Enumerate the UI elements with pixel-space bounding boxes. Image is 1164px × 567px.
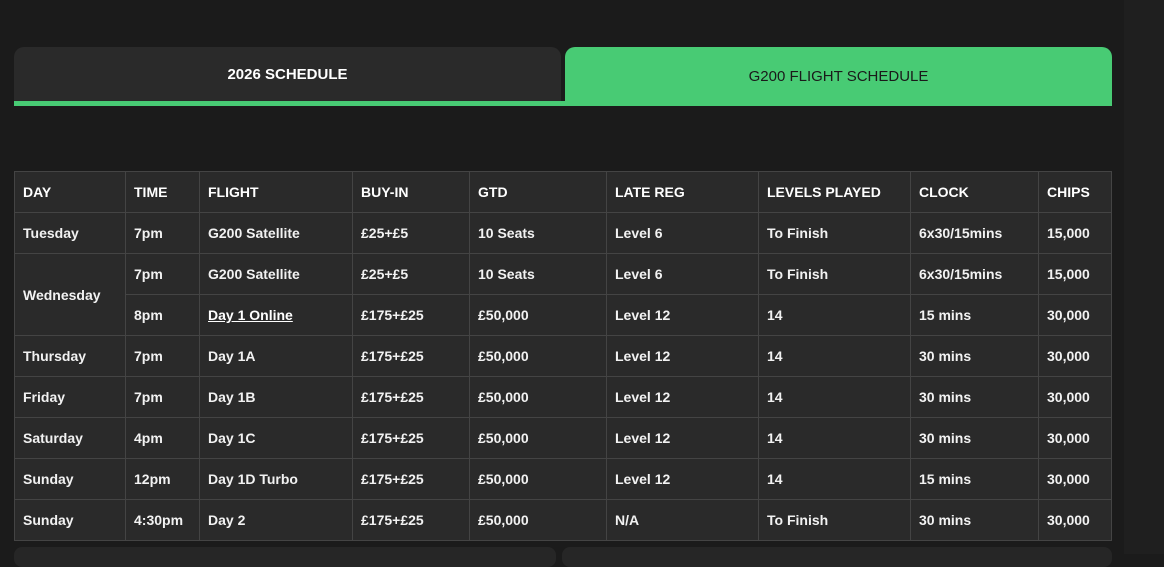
cell-gtd: 10 Seats <box>469 253 607 295</box>
cell-time: 7pm <box>125 253 200 295</box>
cell-flight: G200 Satellite <box>199 212 353 254</box>
cell-time: 7pm <box>125 376 200 418</box>
cell-buy-in: £175+£25 <box>352 376 470 418</box>
cell-time: 4:30pm <box>125 499 200 541</box>
bottom-card-left <box>14 547 556 567</box>
cell-flight: Day 1A <box>199 335 353 377</box>
cell-clock: 6x30/15mins <box>910 212 1039 254</box>
column-header: LEVELS PLAYED <box>758 171 911 213</box>
cell-chips: 30,000 <box>1038 294 1112 336</box>
cell-late-reg: Level 12 <box>606 417 759 459</box>
cell-time: 7pm <box>125 335 200 377</box>
cell-late-reg: N/A <box>606 499 759 541</box>
cell-levels-played: To Finish <box>758 499 911 541</box>
cell-gtd: £50,000 <box>469 458 607 500</box>
table-row: 8pm Day 1 Online £175+£25 £50,000 Level 12 14… <box>15 294 1112 336</box>
cell-levels-played: 14 <box>758 376 911 418</box>
column-header: BUY-IN <box>352 171 470 213</box>
cell-chips: 30,000 <box>1038 335 1112 377</box>
cell-flight: Day 1D Turbo <box>199 458 353 500</box>
cell-late-reg: Level 12 <box>606 294 759 336</box>
tab-g200-flight-schedule[interactable]: G200 FLIGHT SCHEDULE <box>565 47 1112 106</box>
cell-chips: 30,000 <box>1038 458 1112 500</box>
flight-schedule-table: DAY TIME FLIGHT BUY-IN GTD LATE REG LEVELS PLA… <box>14 171 1112 541</box>
column-header: FLIGHT <box>199 171 353 213</box>
cell-gtd: £50,000 <box>469 335 607 377</box>
cell-levels-played: To Finish <box>758 253 911 295</box>
cell-buy-in: £25+£5 <box>352 253 470 295</box>
table-row: Sunday 12pm Day 1D Turbo £175+£25 £50,000 Lev… <box>14 458 1112 500</box>
cell-clock: 15 mins <box>910 458 1039 500</box>
cell-day: Wednesday <box>14 253 126 336</box>
cell-flight: Day 1 Online <box>199 294 353 336</box>
tab-2026-schedule[interactable]: 2026 SCHEDULE <box>14 47 561 101</box>
cell-time: 7pm <box>125 212 200 254</box>
cell-gtd: £50,000 <box>469 376 607 418</box>
cell-buy-in: £175+£25 <box>352 335 470 377</box>
column-header: CLOCK <box>910 171 1039 213</box>
column-header: TIME <box>125 171 200 213</box>
cell-gtd: £50,000 <box>469 294 607 336</box>
cell-chips: 15,000 <box>1038 253 1112 295</box>
cell-clock: 30 mins <box>910 417 1039 459</box>
column-header: GTD <box>469 171 607 213</box>
cell-clock: 30 mins <box>910 376 1039 418</box>
cell-chips: 15,000 <box>1038 212 1112 254</box>
cell-day: Saturday <box>14 417 126 459</box>
cell-gtd: £50,000 <box>469 499 607 541</box>
cell-buy-in: £175+£25 <box>352 294 470 336</box>
cell-buy-in: £175+£25 <box>352 458 470 500</box>
cell-time: 8pm <box>125 294 200 336</box>
cell-buy-in: £175+£25 <box>352 417 470 459</box>
table-header-row: DAY TIME FLIGHT BUY-IN GTD LATE REG LEVELS PLA… <box>14 171 1112 213</box>
cell-late-reg: Level 12 <box>606 376 759 418</box>
cell-levels-played: To Finish <box>758 212 911 254</box>
table-body: Tuesday 7pm G200 Satellite £25+£5 10 Seats Le… <box>14 212 1112 541</box>
flight-link[interactable]: Day 1 Online <box>208 307 293 323</box>
table-row: Thursday 7pm Day 1A £175+£25 £50,000 Level 12… <box>14 335 1112 377</box>
cell-late-reg: Level 12 <box>606 458 759 500</box>
cell-late-reg: Level 6 <box>606 212 759 254</box>
cell-levels-played: 14 <box>758 417 911 459</box>
cell-buy-in: £175+£25 <box>352 499 470 541</box>
cell-clock: 6x30/15mins <box>910 253 1039 295</box>
cell-late-reg: Level 6 <box>606 253 759 295</box>
cell-time: 4pm <box>125 417 200 459</box>
cell-chips: 30,000 <box>1038 499 1112 541</box>
page-margin <box>1124 0 1164 554</box>
table-row: Friday 7pm Day 1B £175+£25 £50,000 Level 12 14… <box>14 376 1112 418</box>
table-row: Tuesday 7pm G200 Satellite £25+£5 10 Seats Le… <box>14 212 1112 254</box>
cell-levels-played: 14 <box>758 335 911 377</box>
cell-late-reg: Level 12 <box>606 335 759 377</box>
cell-buy-in: £25+£5 <box>352 212 470 254</box>
table-row: Saturday 4pm Day 1C £175+£25 £50,000 Level 12… <box>14 417 1112 459</box>
bottom-card-right <box>562 547 1112 567</box>
cell-day: Sunday <box>14 499 126 541</box>
tab-underline <box>14 101 1112 106</box>
cell-chips: 30,000 <box>1038 376 1112 418</box>
column-header: DAY <box>14 171 126 213</box>
cell-flight: G200 Satellite <box>199 253 353 295</box>
column-header: CHIPS <box>1038 171 1112 213</box>
cell-clock: 15 mins <box>910 294 1039 336</box>
cell-time: 12pm <box>125 458 200 500</box>
column-header: LATE REG <box>606 171 759 213</box>
cell-gtd: 10 Seats <box>469 212 607 254</box>
cell-day: Tuesday <box>14 212 126 254</box>
schedule-tabs: 2026 SCHEDULE G200 FLIGHT SCHEDULE <box>14 47 1112 106</box>
cell-day: Sunday <box>14 458 126 500</box>
cell-clock: 30 mins <box>910 335 1039 377</box>
table-row: Wednesday 7pm G200 Satellite £25+£5 10 Seats… <box>14 253 1112 336</box>
cell-day: Friday <box>14 376 126 418</box>
table-row: Sunday 4:30pm Day 2 £175+£25 £50,000 N/A To Fi… <box>14 499 1112 541</box>
cell-levels-played: 14 <box>758 294 911 336</box>
cell-gtd: £50,000 <box>469 417 607 459</box>
cell-flight: Day 1C <box>199 417 353 459</box>
cell-chips: 30,000 <box>1038 417 1112 459</box>
cell-levels-played: 14 <box>758 458 911 500</box>
cell-day: Thursday <box>14 335 126 377</box>
cell-flight: Day 1B <box>199 376 353 418</box>
cell-clock: 30 mins <box>910 499 1039 541</box>
cell-flight: Day 2 <box>199 499 353 541</box>
